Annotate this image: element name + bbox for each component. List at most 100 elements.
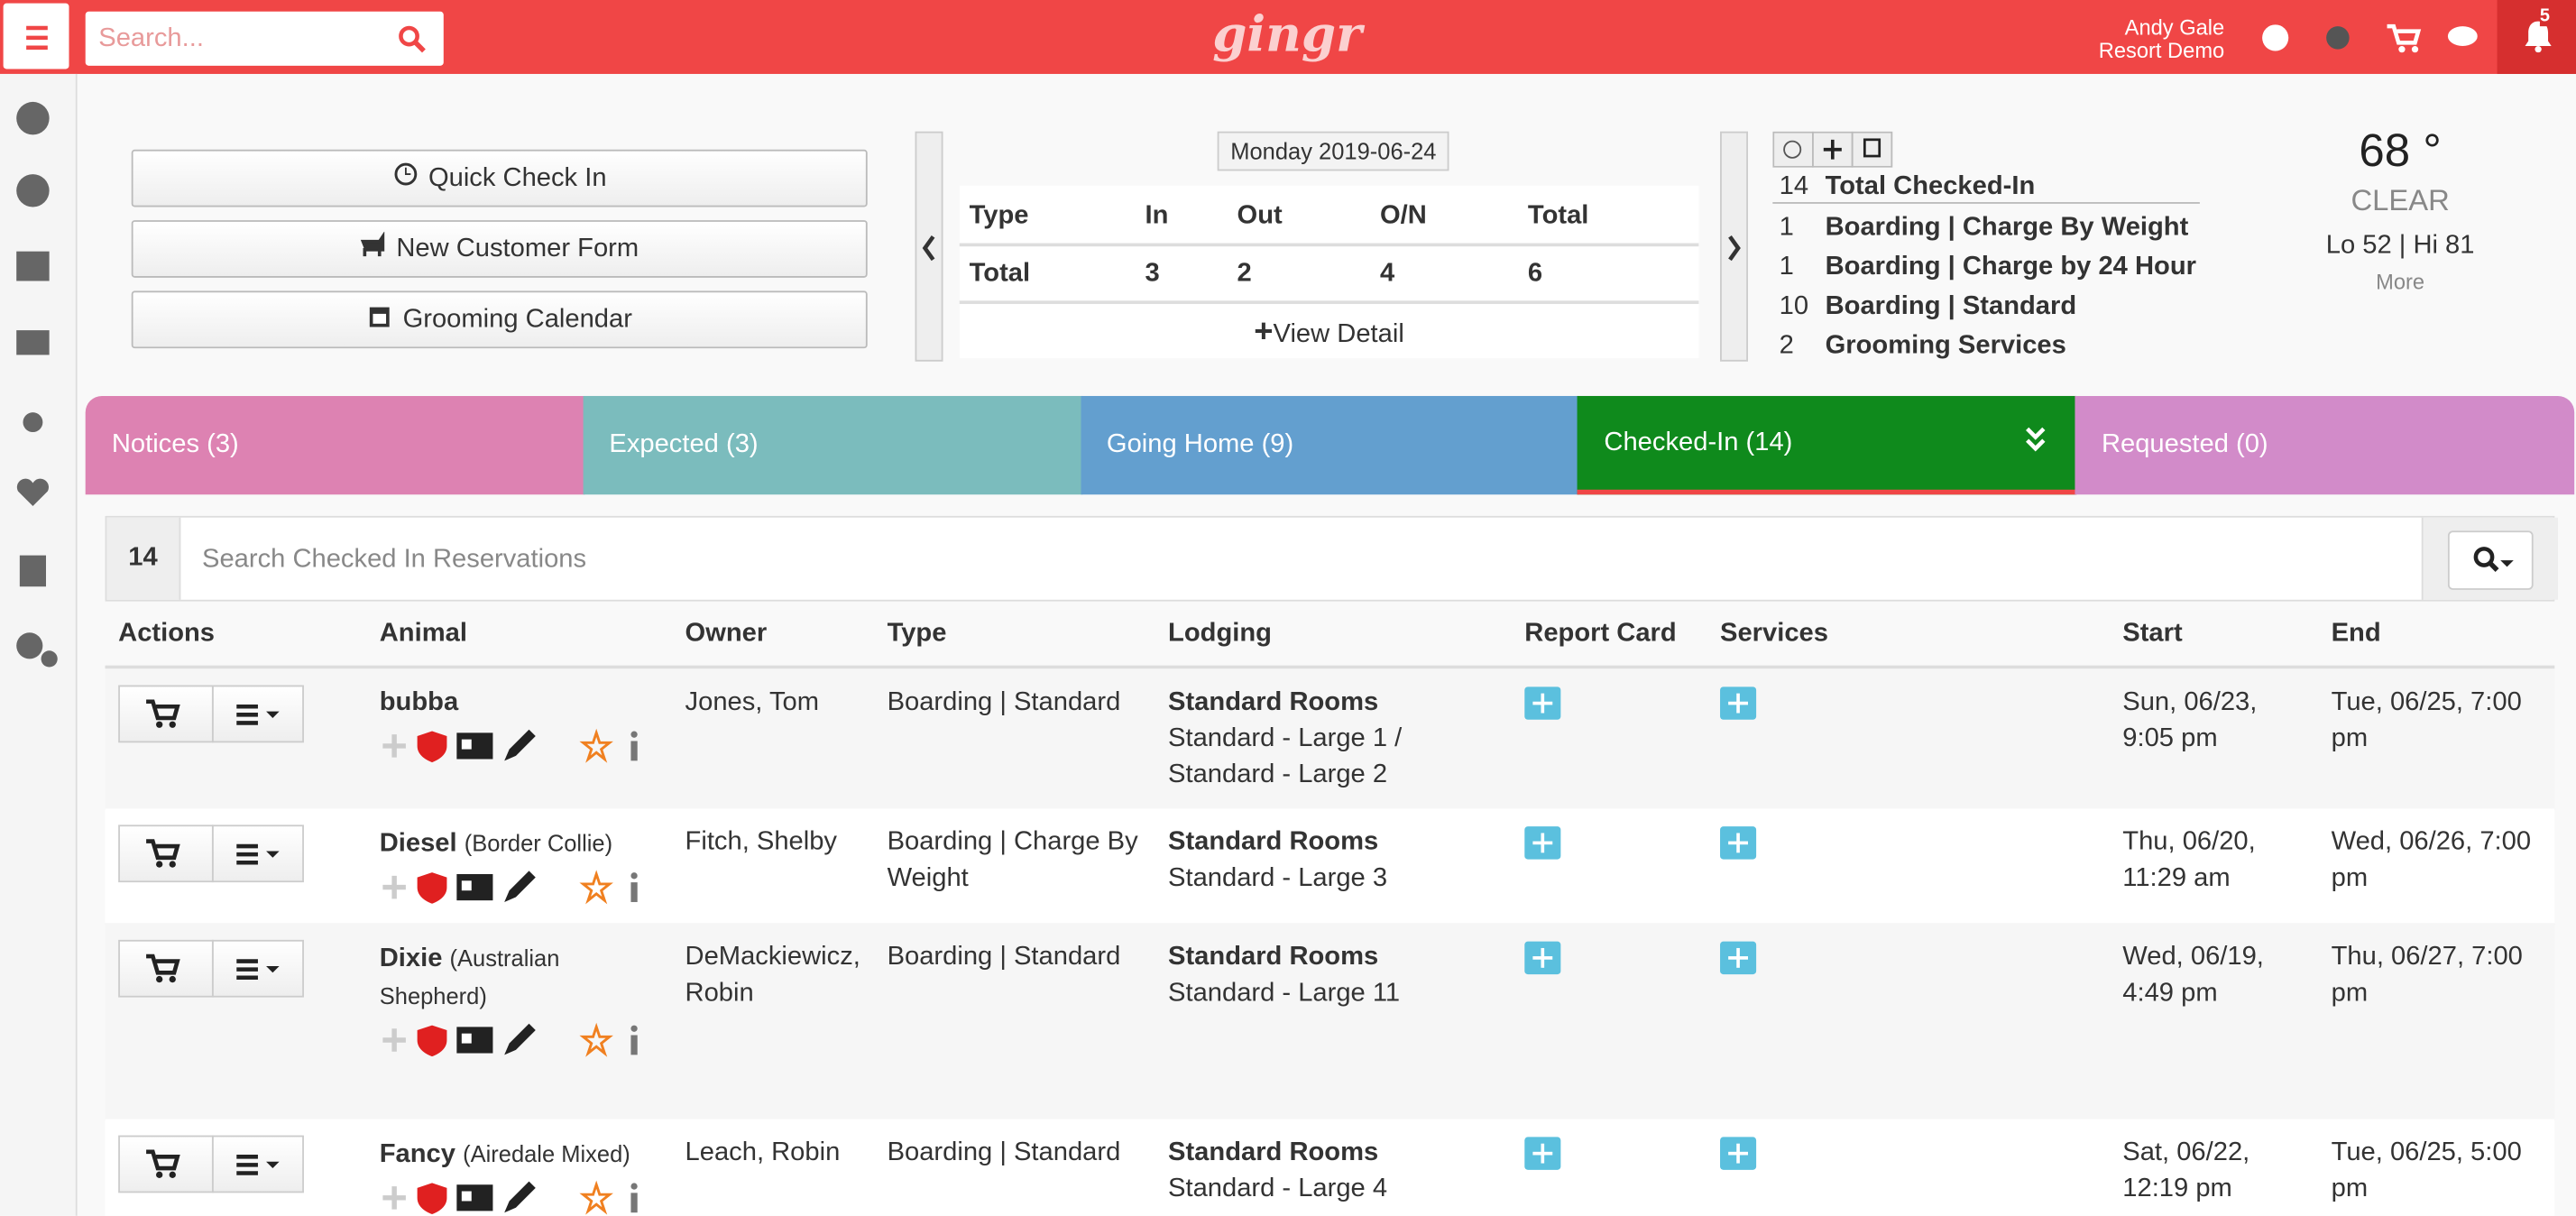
add-service[interactable] [1720,826,1757,860]
action-button[interactable]: New Customer Form [131,220,868,278]
row-button[interactable] [118,939,214,998]
lodging-name: Standard Rooms [1168,688,1379,717]
animal: bubba [380,686,642,779]
checked-in-count: 14 [1779,172,1809,201]
column-header: Owner [685,619,768,648]
reservation-row: Dixie (Australian Shepherd) DeMackiewicz,… [105,923,2555,1121]
tab-label: Expected (3) [609,430,759,459]
cell-type: Boarding | Standard [887,688,1121,717]
checked-in-label: Boarding | Charge by 24 Hour [1825,253,2196,281]
column-header: Actions [118,619,216,648]
tab[interactable]: Going Home (9) [1080,395,1580,495]
menu-button[interactable] [3,3,69,69]
add-service[interactable] [1720,941,1757,975]
animal-name[interactable]: Diesel [379,829,457,858]
tab[interactable]: Expected (3) [583,395,1082,495]
summary-cell: 4 [1380,259,1395,288]
lodging: Standard Rooms Standard - Large 3 [1168,824,1414,897]
action-button[interactable]: Grooming Calendar [131,290,868,349]
add-service[interactable] [1720,1137,1757,1170]
action-label: Quick Check In [428,163,607,192]
lodging: Standard Rooms Standard - Large 1 / Stand… [1168,686,1414,794]
cell-owner: Jones, Tom [685,688,820,717]
reservation-row: bubba Jones, Tom Boarding | Standard Standa… [105,668,2555,810]
temp-range: Lo 52 | Hi 81 [2325,231,2475,260]
notification-count: 5 [2539,6,2551,27]
add-report-card[interactable] [1524,826,1561,860]
header-icons [2262,23,2478,53]
summary-header: Type [969,202,1029,231]
tab[interactable]: Checked-In (14) [1578,395,2077,495]
summary-header: Out [1237,202,1283,231]
checked-in-label: Grooming Services [1825,331,2066,360]
prev-day[interactable] [915,131,943,362]
row-button[interactable] [118,824,214,883]
cell-owner: DeMackiewicz, Robin [685,943,860,1008]
tab-label: Requested (0) [2101,430,2268,459]
search-placeholder: Search... [98,24,204,53]
cell-type: Boarding | Standard [887,943,1121,972]
user-info[interactable]: Andy Gale Resort Demo [2054,14,2225,62]
cell-start: Sat, 06/22, 12:19 pm [2122,1138,2250,1203]
checked-in-label: Boarding | Standard [1825,292,2077,321]
header-rule [105,665,2555,669]
row-button[interactable] [211,685,304,743]
cell-end: Tue, 06/25, 7:00 pm [2331,688,2522,753]
animal-breed: (Australian Shepherd) [379,944,560,1009]
user-name: Andy Gale [2124,14,2225,40]
lodging-detail: Standard - Large 1 / Standard - Large 2 [1168,724,1403,789]
row-button[interactable] [118,1135,214,1193]
add-report-card[interactable] [1524,941,1561,975]
checked-in-row: 14 Total Checked-In [1772,172,2200,204]
lodging-detail: Standard - Large 11 [1168,979,1401,1008]
animal-name[interactable]: Fancy [379,1140,455,1169]
summary-cell: 6 [1527,259,1543,288]
cell-start: Thu, 06/20, 11:29 am [2122,828,2256,893]
add-report-card[interactable] [1524,686,1561,720]
summary-header: O/N [1380,202,1427,231]
action-button[interactable]: Quick Check In [131,149,868,207]
add-report-card[interactable] [1524,1137,1561,1170]
lodging: Standard Rooms Standard - Large 11 [1168,940,1414,1012]
animal: Dixie (Australian Shepherd) [380,940,642,1073]
cell-start: Wed, 06/19, 4:49 pm [2122,943,2264,1008]
animal-name[interactable]: Dixie [379,944,443,973]
tab[interactable]: Notices (3) [85,395,585,495]
row-button[interactable] [118,685,214,743]
checked-in-row: 1 Boarding | Charge By Weight [1772,214,2200,244]
row-button[interactable] [211,1135,304,1193]
column-header: End [2331,619,2381,648]
search-box[interactable]: Search... [85,11,444,66]
checked-in-count: 1 [1779,253,1794,281]
animal-name[interactable]: bubba [379,688,459,717]
tab[interactable]: Requested (0) [2075,395,2575,495]
logo: gingr [1212,6,1362,65]
tab-label: Going Home (9) [1106,430,1294,459]
reservation-row: Fancy (Airedale Mixed) Leach, Robin Boardi… [105,1119,2555,1216]
checked-in-label: Boarding | Charge By Weight [1825,213,2189,242]
temperature-unit: ° [2423,124,2442,176]
cell-owner: Fitch, Shelby [685,828,837,856]
list-search-placeholder[interactable]: Search Checked In Reservations [202,545,587,574]
summary-tools[interactable] [1772,131,1896,168]
column-header: Lodging [1168,619,1272,648]
view-detail[interactable]: +View Detail [1254,313,1404,350]
checked-in-count: 2 [1779,331,1794,360]
cell-start: Sun, 06/23, 9:05 pm [2122,688,2258,753]
weather-more[interactable]: More [2376,269,2425,295]
row-button[interactable] [211,824,304,883]
notifications[interactable]: 5 [2497,0,2576,74]
cell-type: Boarding | Charge By Weight [887,828,1138,893]
row-button[interactable] [211,939,304,998]
icon [2024,426,2047,464]
animal: Diesel (Border Collie) [380,824,642,920]
next-day[interactable] [1720,131,1749,362]
top-bar: Search... gingr Andy Gale Resort Demo 5 [0,0,2576,74]
lodging-detail: Standard - Large 4 [1168,1175,1388,1203]
search-options-button[interactable] [2447,530,2534,590]
add-service[interactable] [1720,686,1757,720]
checked-in-label: Total Checked-In [1825,172,2036,201]
column-header: Start [2122,619,2183,648]
cell-end: Thu, 06/27, 7:00 pm [2331,943,2523,1008]
